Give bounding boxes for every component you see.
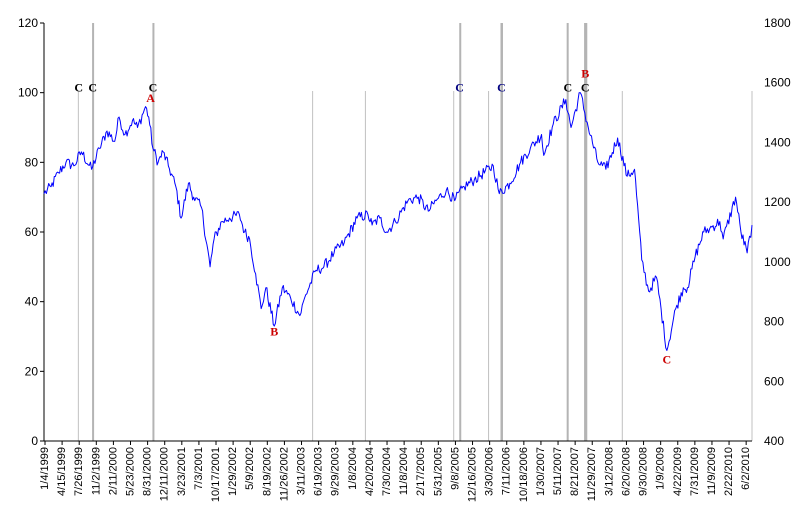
x-tick-label: 5/9/2002 bbox=[244, 447, 256, 490]
shaded-period bbox=[566, 23, 569, 441]
marker-c: C bbox=[663, 352, 672, 366]
reference-lines bbox=[77, 91, 753, 441]
x-tick-label: 5/23/2000 bbox=[125, 447, 137, 496]
x-tick-label: 5/11/2007 bbox=[552, 447, 564, 495]
x-tick-label: 5/31/2005 bbox=[432, 447, 444, 496]
shaded-period bbox=[152, 23, 155, 441]
x-tick-label: 2/22/2010 bbox=[723, 447, 735, 496]
left-y-tick-label: 80 bbox=[25, 155, 39, 169]
left-y-tick-label: 20 bbox=[25, 364, 39, 378]
left-y-tick-label: 40 bbox=[25, 295, 39, 309]
x-tick-label: 6/19/2003 bbox=[313, 447, 325, 496]
x-tick-label: 4/22/2009 bbox=[672, 447, 684, 496]
marker-c: C bbox=[497, 81, 506, 95]
axes bbox=[40, 22, 752, 445]
x-tick-label: 7/26/1999 bbox=[73, 447, 85, 496]
x-tick-label: 3/12/2008 bbox=[603, 447, 615, 496]
left-y-tick-label: 60 bbox=[25, 225, 39, 239]
series-line-group bbox=[43, 92, 753, 351]
x-tick-label: 6/20/2008 bbox=[620, 447, 632, 496]
x-tick-label: 7/3/2001 bbox=[193, 447, 205, 490]
x-tick-label: 1/9/2009 bbox=[655, 447, 667, 490]
marker-c: C bbox=[581, 81, 590, 95]
marker-c: C bbox=[455, 81, 464, 95]
x-tick-label: 11/9/2009 bbox=[706, 447, 718, 495]
x-tick-label: 7/31/2009 bbox=[689, 447, 701, 496]
x-tick-label: 1/8/2004 bbox=[347, 447, 359, 490]
x-tick-label: 12/16/2005 bbox=[467, 447, 479, 502]
shaded-period bbox=[459, 23, 462, 441]
x-tick-label: 11/26/2002 bbox=[278, 447, 290, 501]
x-tick-label: 9/30/2008 bbox=[638, 447, 650, 496]
x-tick-label: 12/11/2000 bbox=[159, 447, 171, 501]
marker-c: C bbox=[564, 81, 573, 95]
x-tick-label: 8/19/2002 bbox=[261, 447, 273, 496]
marker-c: C bbox=[74, 81, 83, 95]
series-line bbox=[43, 92, 753, 351]
x-tick-label: 2/17/2005 bbox=[415, 447, 427, 496]
shaded-period bbox=[584, 23, 588, 441]
marker-b: B bbox=[581, 67, 589, 81]
x-tick-label: 4/15/1999 bbox=[56, 447, 68, 496]
x-tick-labels: 1/4/1999 4/15/1999 7/26/1999 11/2/1999 2/11/… bbox=[39, 447, 752, 502]
x-tick-label: 1/4/1999 bbox=[39, 447, 51, 490]
shaded-period bbox=[500, 23, 503, 441]
x-tick-label: 9/8/2005 bbox=[449, 447, 461, 490]
marker-b: B bbox=[270, 325, 278, 339]
x-tick-label: 3/30/2006 bbox=[484, 447, 496, 496]
x-tick-label: 4/20/2004 bbox=[364, 447, 376, 496]
right-y-tick-label: 1800 bbox=[764, 16, 791, 30]
x-tick-label: 1/29/2002 bbox=[227, 447, 239, 496]
right-y-tick-label: 1600 bbox=[764, 76, 791, 90]
right-y-tick-label: 1400 bbox=[764, 135, 791, 149]
right-y-tick-label: 1000 bbox=[764, 255, 791, 269]
x-tick-label: 11/2/1999 bbox=[90, 447, 102, 495]
x-tick-label: 10/18/2006 bbox=[518, 447, 530, 502]
shaded-periods bbox=[92, 23, 588, 441]
x-tick-label: 9/29/2003 bbox=[330, 447, 342, 496]
right-y-tick-label: 600 bbox=[764, 374, 784, 388]
x-tick-label: 11/29/2007 bbox=[586, 447, 598, 501]
x-tick-label: 1/30/2007 bbox=[535, 447, 547, 496]
x-tick-label: 11/8/2004 bbox=[398, 447, 410, 495]
x-tick-label: 8/21/2007 bbox=[569, 447, 581, 496]
left-y-tick-label: 120 bbox=[18, 16, 38, 30]
right-y-tick-label: 400 bbox=[764, 434, 784, 448]
marker-c: C bbox=[149, 81, 158, 95]
left-y-tick-label: 100 bbox=[18, 86, 38, 100]
right-y-tick-label: 800 bbox=[764, 315, 784, 329]
x-tick-label: 7/11/2006 bbox=[501, 447, 513, 495]
marker-a: A bbox=[146, 91, 155, 105]
right-y-tick-label: 1200 bbox=[764, 195, 791, 209]
x-tick-label: 7/30/2004 bbox=[381, 447, 393, 496]
x-tick-label: 10/17/2001 bbox=[210, 447, 222, 502]
right-y-tick-labels: 400 600 800 1000 1200 1400 1600 1800 bbox=[764, 16, 791, 448]
x-tick-label: 3/11/2003 bbox=[296, 447, 308, 495]
shaded-period bbox=[92, 23, 95, 441]
left-y-tick-label: 0 bbox=[31, 434, 38, 448]
x-tick-label: 8/31/2000 bbox=[142, 447, 154, 496]
x-tick-label: 2/11/2000 bbox=[107, 447, 119, 495]
x-tick-label: 6/2/2010 bbox=[740, 447, 752, 490]
x-tick-label: 3/23/2001 bbox=[176, 447, 188, 496]
marker-c: C bbox=[88, 81, 97, 95]
left-y-tick-labels: 0 20 40 60 80 100 120 bbox=[18, 16, 38, 448]
